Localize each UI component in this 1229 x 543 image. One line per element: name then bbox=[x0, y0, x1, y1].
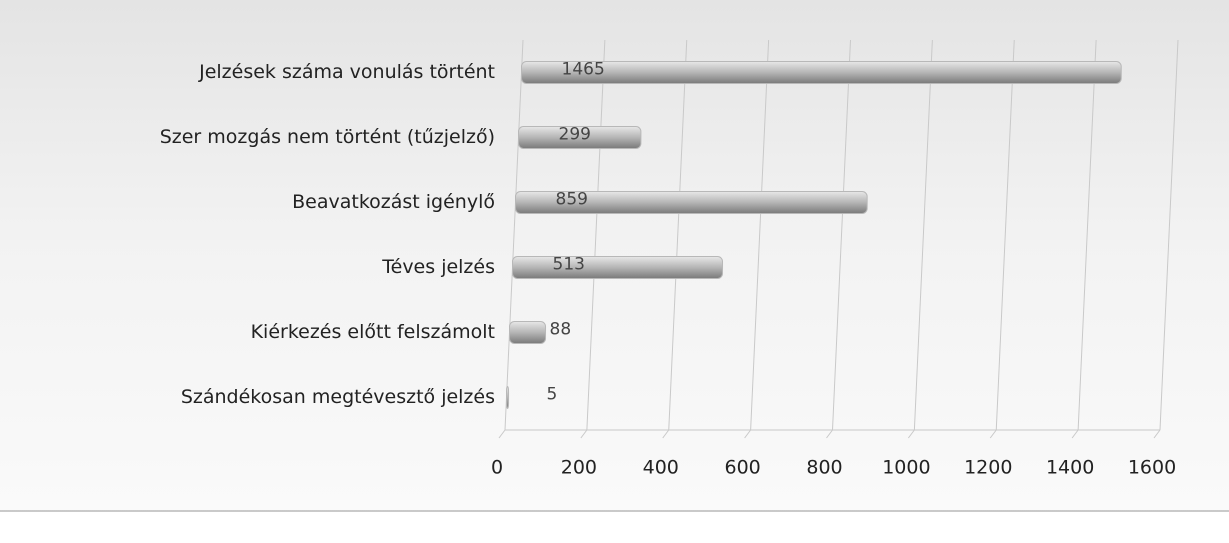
tick-mark bbox=[580, 429, 588, 439]
tick-mark bbox=[1071, 429, 1079, 439]
x-tick-label: 200 bbox=[561, 457, 597, 479]
tick-mark bbox=[826, 429, 833, 439]
tick-mark bbox=[498, 429, 506, 439]
grid-line bbox=[504, 39, 524, 431]
grid-line bbox=[668, 39, 688, 431]
grid-line bbox=[586, 39, 606, 431]
tick-mark bbox=[744, 429, 752, 439]
x-tick-label: 400 bbox=[643, 457, 679, 479]
tick-mark bbox=[1153, 429, 1161, 439]
grid-line bbox=[1077, 39, 1097, 431]
value-label: 5 bbox=[547, 385, 558, 405]
category-label: Beavatkozást igénylő bbox=[292, 191, 495, 213]
x-tick-label: 800 bbox=[806, 457, 842, 479]
x-tick-label: 600 bbox=[724, 457, 760, 479]
tick-mark bbox=[989, 429, 997, 439]
grid-line bbox=[913, 39, 933, 431]
x-tick-label: 1000 bbox=[882, 457, 930, 479]
x-tick-label: 0 bbox=[491, 457, 503, 479]
bar bbox=[512, 256, 724, 279]
bar bbox=[518, 126, 642, 149]
value-label: 299 bbox=[559, 125, 591, 145]
tick-mark bbox=[907, 429, 915, 439]
category-label: Szándékosan megtévesztő jelzés bbox=[181, 386, 495, 408]
value-label: 859 bbox=[556, 190, 588, 210]
category-label: Szer mozgás nem történt (tűzjelző) bbox=[160, 126, 495, 148]
tick-mark bbox=[662, 429, 670, 439]
value-label: 88 bbox=[550, 320, 572, 340]
grid-line bbox=[1159, 39, 1179, 431]
category-label: Jelzések száma vonulás történt bbox=[198, 61, 495, 83]
bar bbox=[509, 321, 547, 344]
category-label: Kiérkezés előtt felszámolt bbox=[251, 321, 495, 343]
bar bbox=[521, 61, 1122, 84]
bar bbox=[506, 386, 510, 409]
value-label: 513 bbox=[553, 255, 585, 275]
bar bbox=[515, 191, 868, 214]
grid-line bbox=[832, 39, 851, 431]
category-label: Téves jelzés bbox=[381, 256, 495, 278]
grid-line bbox=[750, 39, 770, 431]
grid-line bbox=[995, 39, 1015, 431]
x-tick-label: 1600 bbox=[1128, 457, 1176, 479]
x-tick-label: 1200 bbox=[964, 457, 1012, 479]
x-tick-label: 1400 bbox=[1046, 457, 1094, 479]
value-label: 1465 bbox=[562, 60, 605, 80]
